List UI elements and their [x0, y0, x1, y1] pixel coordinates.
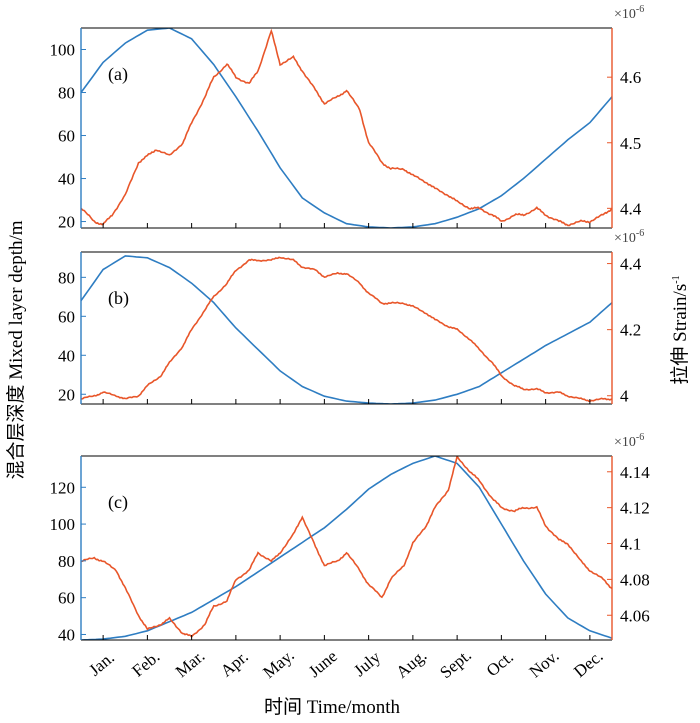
panel-label: (b) [108, 288, 129, 309]
left-tick-label: 60 [58, 127, 75, 146]
sci-base: ×10 [614, 7, 636, 22]
panel-label: (a) [108, 64, 128, 85]
right-axis-title-main: 拉伸 Strain/s [669, 284, 691, 385]
sci-multiplier: ×10-6 [614, 432, 644, 450]
left-tick-label: 100 [50, 515, 76, 534]
series-mixed-layer-depth [81, 28, 612, 228]
left-tick-label: 40 [58, 346, 75, 365]
x-tick-label: Dec. [570, 646, 606, 681]
left-tick-label: 80 [58, 268, 75, 287]
x-tick-label: Apr. [217, 647, 252, 681]
sci-base: ×10 [614, 435, 636, 450]
right-tick-label: 4.6 [620, 68, 641, 87]
series-mixed-layer-depth [81, 255, 612, 404]
right-axis-title: 拉伸 Strain/s-1 [669, 275, 691, 384]
right-tick-label: 4.4 [620, 255, 642, 274]
right-tick-label: 4.4 [620, 199, 642, 218]
right-tick-label: 4.2 [620, 321, 641, 340]
right-tick-label: 4 [620, 387, 629, 406]
right-tick-label: 4.1 [620, 535, 641, 554]
right-tick-label: 4.08 [620, 570, 650, 589]
series-mixed-layer-depth [81, 456, 612, 640]
right-tick-label: 4.12 [620, 499, 650, 518]
x-tick-label: Jan. [85, 648, 118, 680]
left-tick-label: 120 [50, 478, 76, 497]
x-axis-title: 时间 Time/month [264, 696, 401, 718]
right-tick-label: 4.5 [620, 134, 641, 153]
sci-exponent: -6 [636, 228, 644, 239]
left-tick-label: 80 [58, 84, 75, 103]
x-tick-label: Aug. [392, 646, 430, 682]
left-axis-title: 混合层深度 Mixed layer depth/m [5, 220, 27, 479]
series-strain [81, 456, 612, 639]
x-tick-label: May. [259, 645, 297, 682]
x-tick-label: Nov. [526, 646, 563, 681]
left-tick-label: 80 [58, 552, 75, 571]
right-axis-title-exp: -1 [671, 275, 682, 283]
left-tick-label: 40 [58, 625, 75, 644]
x-tick-label: Oct. [483, 647, 517, 680]
left-tick-label: 20 [58, 385, 75, 404]
panel-label: (c) [108, 492, 128, 513]
sci-exponent: -6 [636, 432, 644, 443]
left-tick-label: 40 [58, 170, 75, 189]
panel-3: 40 60 80 100 120 4.06 4.08 4.1 4.12 4.14 (c) ×10-6 [50, 432, 651, 644]
left-tick-label: 20 [58, 213, 75, 232]
left-tick-label: 100 [50, 41, 76, 60]
panel-1: 20 40 60 80 100 4.4 4.5 4.6 (a) ×10-6 [50, 4, 645, 232]
x-tick-label: Mar. [172, 646, 208, 681]
series-strain [81, 256, 612, 403]
x-tick-label: June [305, 646, 341, 681]
x-tick-label: Sept. [436, 645, 475, 682]
panel-2: 20 40 60 80 4 4.2 4.4 (b) ×10-6 [58, 228, 644, 406]
sci-multiplier: ×10-6 [614, 4, 644, 22]
sci-multiplier: ×10-6 [614, 228, 644, 246]
series-strain [81, 28, 612, 227]
left-tick-label: 60 [58, 589, 75, 608]
sci-base: ×10 [614, 231, 636, 246]
left-tick-label: 60 [58, 307, 75, 326]
x-tick-label: Feb. [128, 647, 163, 681]
right-tick-label: 4.14 [620, 463, 650, 482]
x-tick-label: July [350, 647, 384, 680]
right-tick-label: 4.06 [620, 606, 650, 625]
sci-exponent: -6 [636, 4, 644, 15]
